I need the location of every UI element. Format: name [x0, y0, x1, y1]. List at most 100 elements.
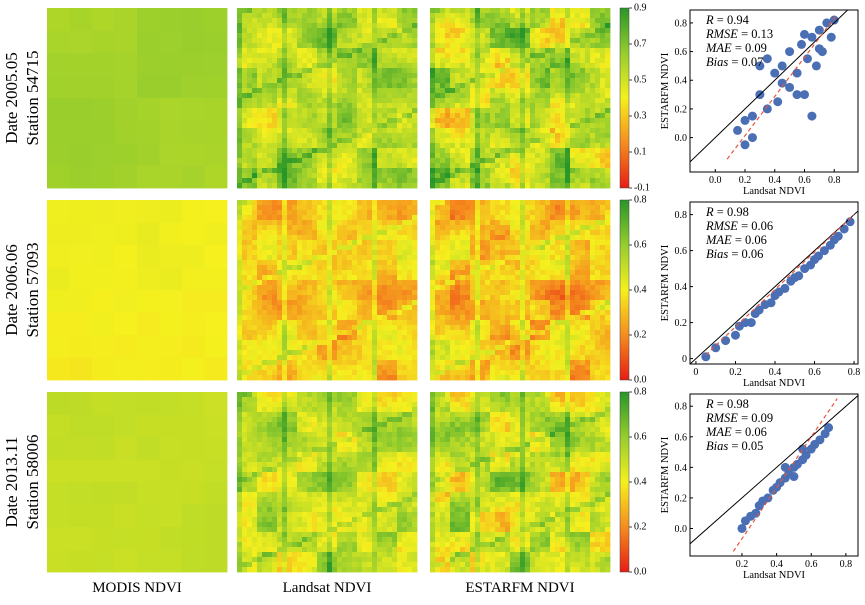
pixel [605, 98, 611, 104]
pixel [292, 88, 298, 94]
pixel [252, 330, 258, 336]
pixel [292, 118, 298, 124]
pixel [570, 123, 576, 129]
pixel [412, 163, 418, 169]
pixel [455, 128, 461, 134]
pixel [540, 280, 546, 286]
pixel [550, 255, 556, 261]
pixel [114, 53, 138, 76]
pixel [267, 245, 273, 251]
pixel [407, 345, 413, 351]
pixel [342, 163, 348, 169]
pixel [347, 290, 353, 296]
pixel [530, 43, 536, 49]
pixel [272, 290, 278, 296]
pixel [392, 168, 398, 174]
pixel [495, 38, 501, 44]
pixel [435, 123, 441, 129]
pixel [387, 310, 393, 316]
pixel [430, 225, 436, 231]
pixel [407, 133, 413, 139]
pixel [362, 250, 368, 256]
pixel [302, 163, 308, 169]
pixel [342, 270, 348, 276]
pixel [292, 38, 298, 44]
pixel [357, 305, 363, 311]
pixel [470, 98, 476, 104]
pixel [555, 210, 561, 216]
pixel [347, 168, 353, 174]
pixel [575, 200, 581, 206]
pixel [307, 255, 313, 261]
pixel [182, 290, 205, 313]
pixel [159, 30, 183, 54]
pixel [590, 300, 596, 306]
pixel [580, 265, 586, 271]
pixel [402, 300, 408, 306]
pixel [302, 178, 308, 184]
pixel [580, 310, 586, 316]
pixel [555, 178, 561, 184]
pixel [322, 73, 328, 79]
pixel [595, 158, 601, 164]
pixel [490, 163, 496, 169]
pixel [307, 300, 313, 306]
pixel [182, 8, 205, 31]
pixel [550, 53, 556, 59]
pixel [392, 138, 398, 144]
pixel [600, 13, 606, 19]
pixel [387, 285, 393, 291]
pixel [307, 78, 313, 84]
pixel [372, 123, 378, 129]
pixel [392, 205, 398, 211]
pixel [505, 178, 511, 184]
pixel [362, 345, 368, 351]
pixel [545, 255, 551, 261]
pixel [357, 275, 363, 281]
pixel [520, 128, 526, 134]
pixel [337, 53, 343, 59]
pixel [440, 58, 446, 64]
pixel [480, 118, 486, 124]
pixel [242, 158, 248, 164]
pixel [530, 128, 536, 134]
pixel [252, 210, 258, 216]
pixel [272, 158, 278, 164]
pixel [137, 267, 160, 291]
pixel [412, 113, 418, 119]
pixel [337, 210, 343, 216]
pixel [317, 215, 323, 221]
pixel [372, 235, 378, 241]
pixel [475, 225, 481, 231]
pixel [505, 103, 511, 109]
pixel [545, 108, 551, 114]
pixel [352, 8, 358, 14]
pixel [322, 230, 328, 236]
pixel [510, 113, 516, 119]
pixel [257, 103, 263, 109]
pixel [407, 300, 413, 306]
pixel [530, 38, 536, 44]
pixel [545, 33, 551, 39]
pixel [342, 73, 348, 79]
pixel [412, 178, 418, 184]
pixel [555, 63, 561, 69]
pixel [540, 158, 546, 164]
pixel [262, 365, 268, 371]
pixel [545, 13, 551, 19]
pixel [585, 178, 591, 184]
pixel [297, 205, 303, 211]
pixel [590, 230, 596, 236]
pixel [237, 265, 243, 271]
pixel [297, 83, 303, 89]
pixel [357, 365, 363, 371]
pixel [114, 8, 138, 31]
pixel [337, 68, 343, 74]
pixel [500, 295, 506, 301]
pixel [465, 8, 471, 14]
pixel [510, 153, 516, 159]
pixel [515, 93, 521, 99]
pixel [560, 133, 566, 139]
pixel [277, 83, 283, 89]
pixel [337, 123, 343, 129]
